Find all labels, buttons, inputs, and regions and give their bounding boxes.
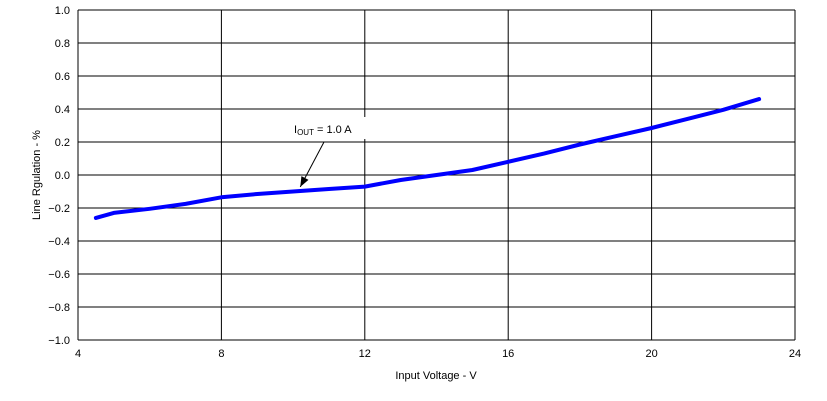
svg-text:IOUT = 1.0 A: IOUT = 1.0 A [294,124,352,137]
annotation-sub: OUT [297,128,314,137]
grid [77,9,796,341]
annotation: IOUT = 1.0 A [288,117,384,188]
annotation-main: I [294,124,297,136]
x-axis-label: Input Voltage - V [395,370,477,382]
y-tick-label: 1.0 [55,5,70,17]
series-line [93,97,762,220]
x-tick-label: 12 [359,348,371,360]
y-tick-label: 0.4 [55,104,70,116]
annotation-rest: = 1.0 A [314,124,352,136]
x-tick-label: 20 [645,348,657,360]
y-tick-label: 0.2 [55,137,70,149]
x-tick-label: 8 [218,348,224,360]
y-tick-label: −1.0 [48,335,70,347]
y-tick-label: −0.6 [48,269,70,281]
x-tick-label: 4 [75,348,81,360]
tick-labels: 4 8 12 16 20 24 1.0 0.8 0.6 0.4 0.2 0.0 −0.2 −0.4 −0.6… [48,5,801,360]
y-tick-label: −0.8 [48,302,70,314]
y-tick-label: −0.2 [48,203,70,215]
y-tick-label: 0.8 [55,38,70,50]
arrowhead [300,176,309,187]
y-axis-label: Line Rgulation - % [31,130,43,220]
y-tick-label: −0.4 [48,236,70,248]
x-tick-label: 16 [502,348,514,360]
x-tick-label: 24 [789,348,801,360]
y-tick-label: 0.0 [55,170,70,182]
y-tick-label: 0.6 [55,71,70,83]
